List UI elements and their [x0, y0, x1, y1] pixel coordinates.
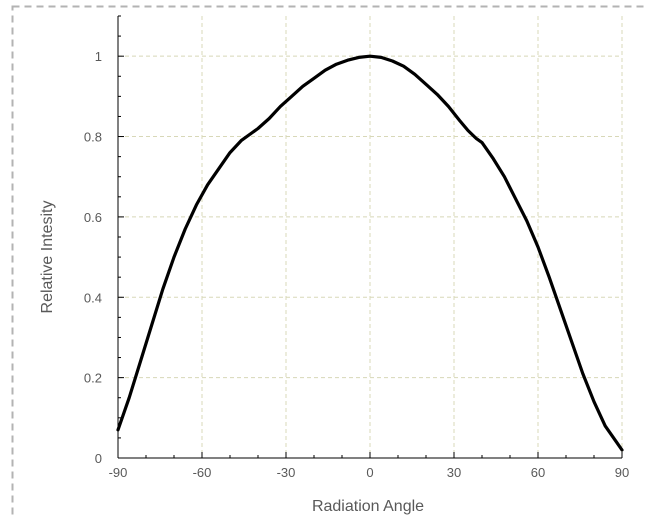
x-axis-title: Radiation Angle	[312, 498, 424, 515]
gridlines	[118, 16, 622, 458]
tick-labels: -90 -60 -30 0 30 60 90 0 0.2 0.4 0.6 0.8 1	[84, 49, 629, 480]
x-tick-label: 60	[531, 465, 545, 480]
y-axis-title: Relative Intesity	[39, 201, 56, 314]
y-tick-label: 0.6	[84, 210, 102, 225]
x-tick-label: 90	[615, 465, 629, 480]
x-tick-label: -60	[193, 465, 212, 480]
x-tick-label: -30	[277, 465, 296, 480]
y-tick-label: 0	[95, 451, 102, 466]
y-tick-label: 0.2	[84, 371, 102, 386]
y-tick-label: 0.4	[84, 290, 102, 305]
y-tick-label: 1	[95, 49, 102, 64]
x-tick-label: 0	[366, 465, 373, 480]
y-tick-label: 0.8	[84, 130, 102, 145]
chart-border	[13, 7, 645, 519]
x-tick-label: -90	[109, 465, 128, 480]
x-tick-label: 30	[447, 465, 461, 480]
